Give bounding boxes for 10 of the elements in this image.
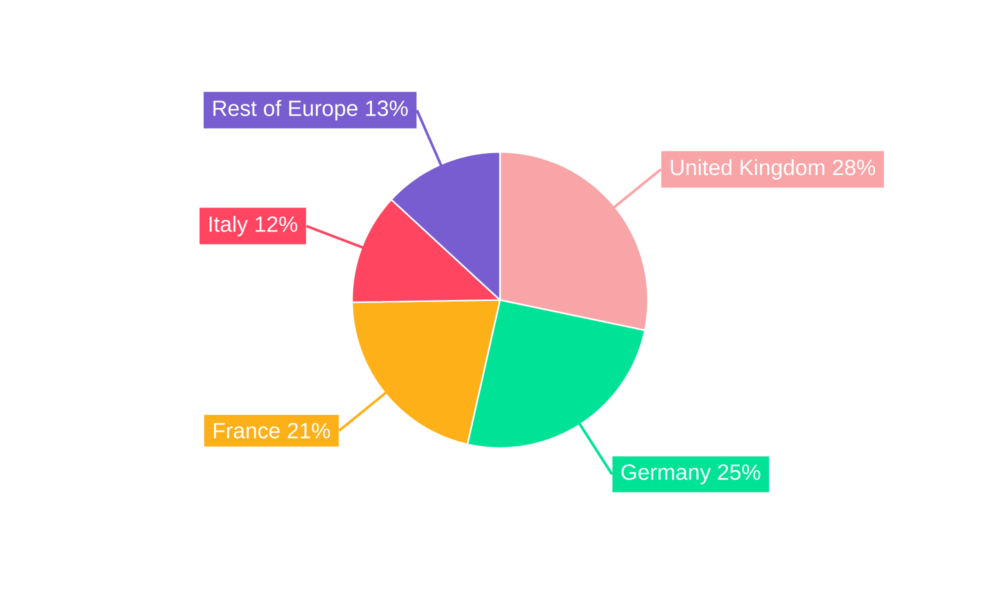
slice-label: Germany: [622, 464, 711, 484]
slice-label: Italy: [210, 216, 248, 236]
data-label: 25%: [718, 464, 760, 480]
slice-label: France: [214, 423, 280, 438]
data-label: 13%: [366, 100, 408, 116]
data-label: 28%: [832, 160, 876, 176]
slice-label: Rest of Europe: [213, 100, 358, 120]
data-label: 12%: [256, 216, 298, 232]
slice-label: United Kingdom: [670, 159, 824, 180]
data-label: 21%: [288, 422, 330, 438]
